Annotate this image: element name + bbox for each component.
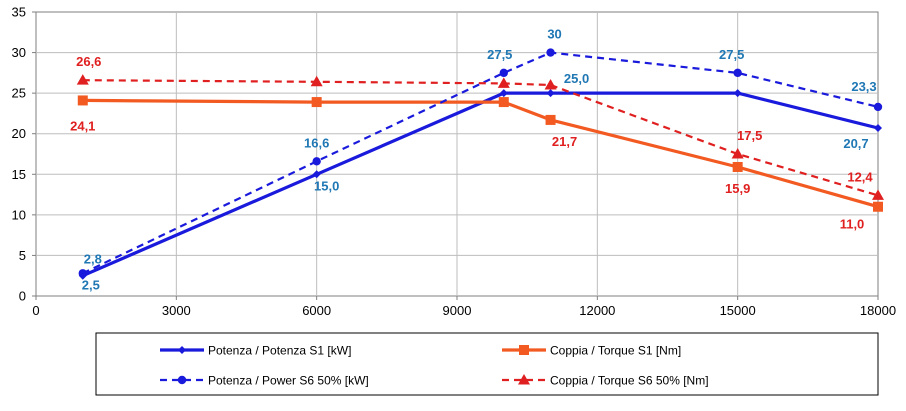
legend-box xyxy=(95,332,879,396)
data-label: 15,0 xyxy=(314,178,339,193)
data-point xyxy=(732,161,743,172)
legend-entry-label: Potenza / Power S6 50% [kW] xyxy=(208,374,369,388)
x-tick-label: 15000 xyxy=(720,303,756,318)
legend-swatch-marker xyxy=(178,346,186,354)
data-point xyxy=(498,97,509,108)
y-tick-label: 25 xyxy=(12,86,26,101)
data-point xyxy=(733,89,742,98)
series-lines xyxy=(76,48,884,280)
series-line-2 xyxy=(82,51,879,275)
data-point xyxy=(733,68,742,78)
data-point xyxy=(731,148,744,159)
axes: 0 5 10 15 20 25 30 35 0 3000 6000 9000 12000 15000 180… xyxy=(12,5,897,319)
data-point xyxy=(872,189,884,200)
data-point xyxy=(546,48,555,57)
data-label: 21,7 xyxy=(552,134,577,149)
data-point xyxy=(544,79,557,90)
data-point xyxy=(77,95,88,106)
data-label: 26,6 xyxy=(76,54,101,69)
data-point xyxy=(873,102,883,112)
legend-entry-label: Potenza / Potenza S1 [kW] xyxy=(208,344,351,358)
data-point xyxy=(499,89,508,98)
data-label: 2,8 xyxy=(84,251,102,266)
series-line-1 xyxy=(82,98,879,209)
data-point xyxy=(873,201,883,212)
legend-swatch-marker xyxy=(519,345,529,355)
data-labels: 2,5 15,0 25,0 20,7 24,1 21,7 15,9 11,0 2,8 16,6 27… xyxy=(70,27,877,293)
data-point xyxy=(311,97,322,108)
legend-entry-label: Coppia / Torque S1 [Nm] xyxy=(550,344,681,358)
legend-swatch-marker xyxy=(518,374,530,385)
data-label: 20,7 xyxy=(843,136,868,151)
data-point xyxy=(312,157,321,166)
y-tick-label: 35 xyxy=(12,5,26,20)
data-label: 23,3 xyxy=(851,79,876,94)
data-label: 16,6 xyxy=(304,135,329,150)
x-tick-label: 12000 xyxy=(579,303,615,318)
data-label: 17,5 xyxy=(737,128,762,143)
data-point xyxy=(310,75,323,87)
data-label: 11,0 xyxy=(840,217,865,232)
y-tick-label: 10 xyxy=(12,207,26,222)
x-tick-label: 18000 xyxy=(860,303,896,318)
y-tick-label: 20 xyxy=(12,126,26,141)
legend-entry-label: Coppia / Torque S6 50% [Nm] xyxy=(550,374,709,388)
x-tick-label: 9000 xyxy=(443,303,472,318)
data-point xyxy=(76,74,89,85)
data-label: 2,5 xyxy=(82,278,100,293)
grid xyxy=(35,11,879,297)
y-tick-label: 15 xyxy=(12,167,26,182)
data-point xyxy=(312,170,321,179)
y-tick-label: 30 xyxy=(12,45,26,60)
data-label: 15,9 xyxy=(725,181,750,196)
data-point xyxy=(545,114,556,125)
data-label: 27,5 xyxy=(719,47,744,62)
legend-swatch-marker xyxy=(177,375,187,385)
y-tick-label: 0 xyxy=(19,289,26,304)
x-tick-label: 3000 xyxy=(162,303,191,318)
data-point xyxy=(78,269,87,278)
y-tick-label: 5 xyxy=(19,248,26,263)
x-tick-label: 0 xyxy=(32,303,39,318)
series-line-0 xyxy=(82,91,879,278)
data-point xyxy=(546,89,555,98)
data-label: 30 xyxy=(547,27,561,42)
data-point xyxy=(497,77,510,88)
data-label: 25,0 xyxy=(564,71,589,86)
series-line-3 xyxy=(82,79,879,197)
data-label: 24,1 xyxy=(70,118,95,133)
data-point xyxy=(874,124,882,133)
data-label: 12,4 xyxy=(847,169,873,184)
data-point xyxy=(499,68,508,78)
legend: Potenza / Potenza S1 [kW] Coppia / Torque… xyxy=(95,332,879,396)
x-tick-label: 6000 xyxy=(302,303,331,318)
data-label: 27,5 xyxy=(487,47,512,62)
